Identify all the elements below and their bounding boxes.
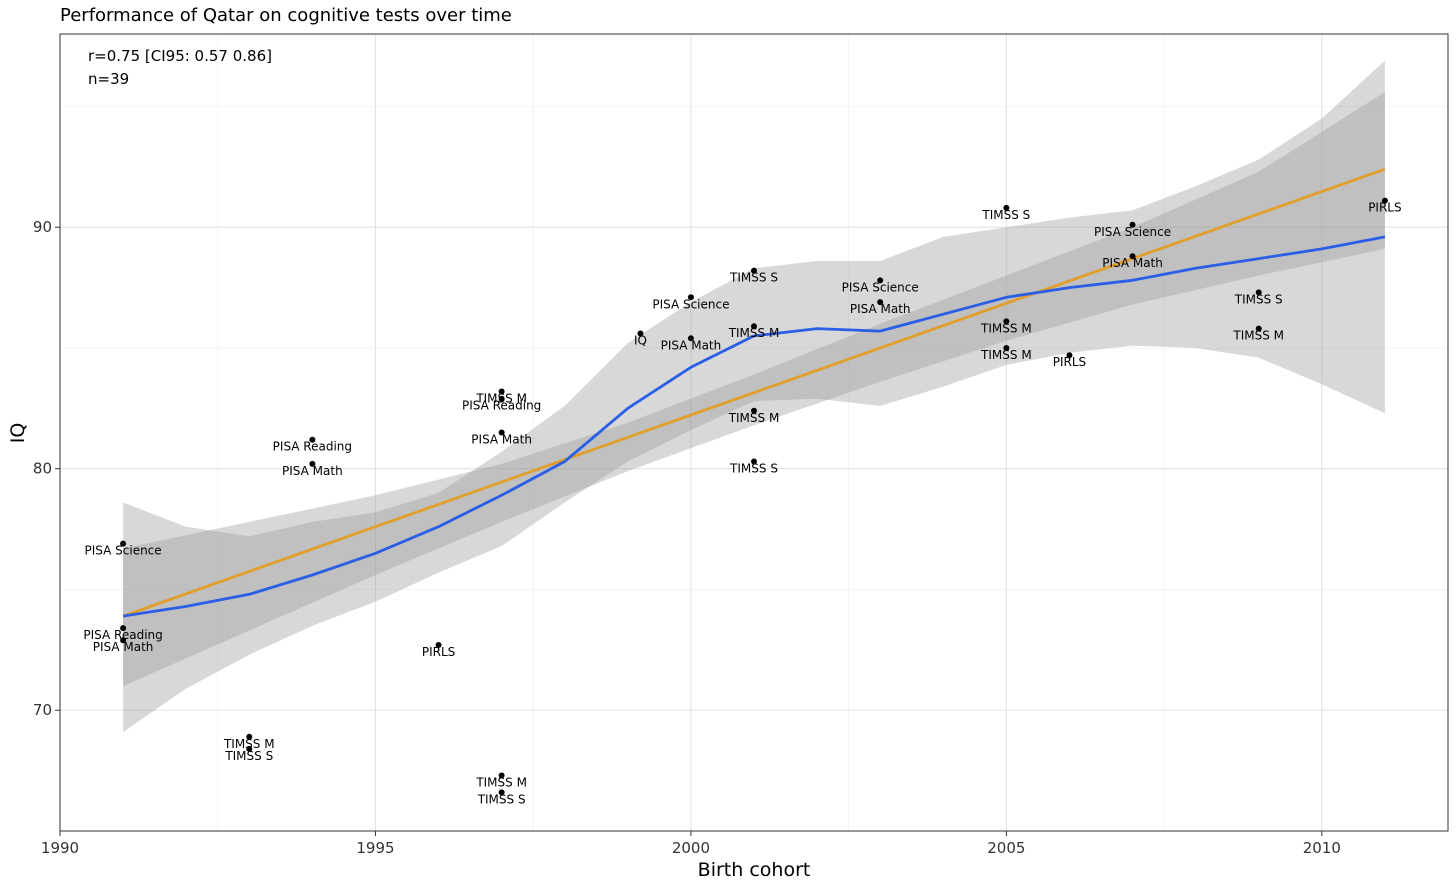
point-label: PISA Science bbox=[1094, 225, 1171, 239]
data-point bbox=[1066, 352, 1073, 359]
x-tick-label: 2005 bbox=[987, 839, 1025, 857]
point-label: PISA Math bbox=[93, 640, 154, 654]
data-point bbox=[751, 323, 757, 330]
linear-fit-line bbox=[122, 167, 1386, 618]
linear-confidence-band bbox=[123, 92, 1385, 687]
point-label: IQ bbox=[634, 333, 647, 347]
point-label: TIMSS S bbox=[729, 271, 778, 285]
fit-lines bbox=[122, 167, 1386, 618]
chart-title: Performance of Qatar on cognitive tests … bbox=[60, 5, 512, 26]
point-label: PISA Math bbox=[1102, 256, 1163, 270]
data-point bbox=[309, 436, 316, 443]
point-label: TIMSS M bbox=[223, 737, 275, 751]
point-label: TIMSS M bbox=[728, 411, 780, 425]
point-label: PISA Math bbox=[471, 433, 532, 447]
plot-panel-border bbox=[59, 33, 1449, 832]
data-point bbox=[498, 789, 505, 796]
correlation-annotation: r=0.75 [CI95: 0.57 0.86] bbox=[88, 47, 272, 65]
x-tick-label: 2000 bbox=[672, 839, 710, 857]
data-point bbox=[120, 625, 127, 632]
confidence-ribbons bbox=[123, 60, 1385, 733]
data-point bbox=[687, 335, 694, 342]
data-point bbox=[120, 637, 127, 644]
data-point bbox=[751, 267, 757, 274]
y-tick-label: 70 bbox=[33, 701, 52, 719]
point-label: PISA Math bbox=[850, 302, 911, 316]
point-label: PIRLS bbox=[422, 645, 455, 659]
data-point bbox=[751, 407, 757, 414]
point-label: PISA Math bbox=[661, 338, 722, 352]
data-point bbox=[1003, 344, 1010, 351]
data-point bbox=[637, 330, 644, 337]
axis-ticks: 1990 1995 2000 2005 2010 70 80 90 bbox=[33, 218, 1341, 857]
loess-fit-line bbox=[122, 235, 1386, 618]
data-point bbox=[1129, 253, 1136, 260]
point-label: TIMSS M bbox=[980, 348, 1032, 362]
loess-confidence-band bbox=[123, 60, 1385, 733]
point-label: TIMSS M bbox=[475, 391, 527, 405]
point-label: TIMSS M bbox=[980, 321, 1032, 335]
point-label: TIMSS S bbox=[224, 749, 273, 763]
data-points bbox=[120, 197, 1388, 796]
data-point bbox=[120, 540, 127, 547]
point-label: TIMSS S bbox=[729, 461, 778, 475]
y-tick-label: 80 bbox=[33, 460, 52, 478]
point-label: PISA Math bbox=[282, 464, 343, 478]
data-point bbox=[877, 277, 884, 284]
point-label: PISA Science bbox=[842, 280, 919, 294]
point-label: TIMSS S bbox=[477, 792, 526, 806]
point-label: PIRLS bbox=[1368, 201, 1401, 215]
data-point bbox=[1381, 197, 1388, 204]
point-label: PIRLS bbox=[1053, 355, 1086, 369]
point-label: PISA Reading bbox=[462, 399, 541, 413]
point-label: PISA Reading bbox=[273, 440, 352, 454]
data-point bbox=[687, 294, 694, 301]
data-point bbox=[1255, 289, 1262, 296]
y-tick-label: 90 bbox=[33, 218, 52, 236]
x-axis-label: Birth cohort bbox=[698, 859, 811, 881]
point-label: TIMSS S bbox=[981, 208, 1030, 222]
point-label: PISA Reading bbox=[83, 628, 162, 642]
data-point bbox=[498, 772, 505, 779]
point-label: TIMSS S bbox=[1234, 292, 1283, 306]
n-annotation: n=39 bbox=[88, 70, 129, 88]
point-label: PISA Science bbox=[85, 544, 162, 558]
data-point bbox=[751, 458, 757, 465]
data-point bbox=[1255, 325, 1262, 332]
x-tick-label: 1995 bbox=[356, 839, 394, 857]
data-point bbox=[498, 429, 505, 436]
point-label: TIMSS M bbox=[728, 326, 780, 340]
data-point bbox=[309, 460, 316, 467]
data-point bbox=[1129, 221, 1136, 228]
data-point bbox=[246, 733, 253, 740]
x-tick-label: 2010 bbox=[1303, 839, 1341, 857]
data-point bbox=[246, 745, 253, 752]
data-point bbox=[498, 388, 505, 395]
data-point bbox=[498, 395, 505, 402]
point-label: TIMSS M bbox=[475, 775, 527, 789]
data-point bbox=[1003, 204, 1010, 211]
point-label: TIMSS M bbox=[1232, 329, 1284, 343]
point-label: PISA Science bbox=[652, 297, 729, 311]
data-point bbox=[1003, 318, 1010, 325]
x-tick-label: 1990 bbox=[41, 839, 79, 857]
grid bbox=[59, 34, 1448, 832]
data-point bbox=[877, 299, 884, 306]
y-axis-label: IQ bbox=[7, 423, 29, 444]
data-point bbox=[435, 642, 442, 649]
